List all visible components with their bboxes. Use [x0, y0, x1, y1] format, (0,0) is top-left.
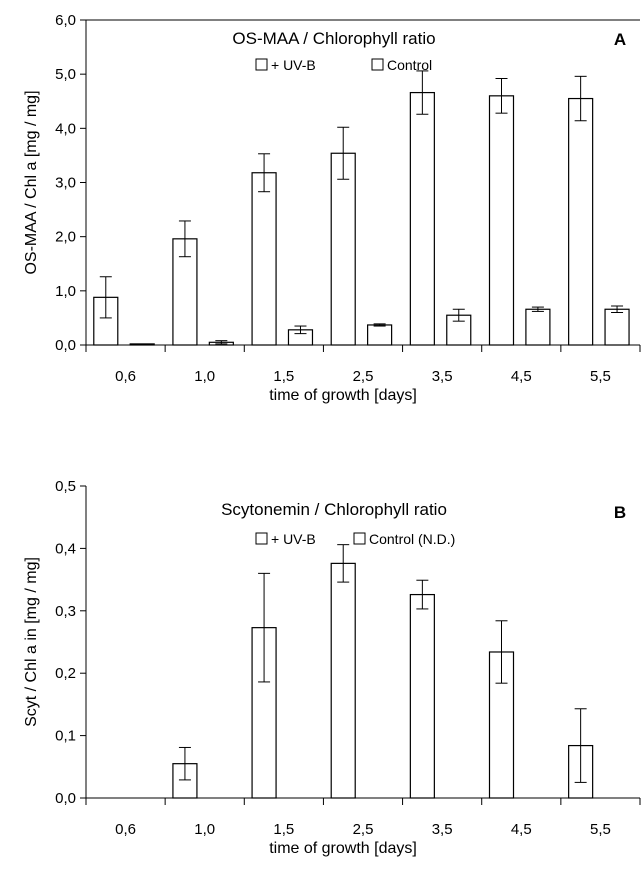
x-tick-label: 1,0 [194, 821, 215, 838]
legend-swatch [255, 58, 268, 71]
legend-label: Control [387, 57, 432, 73]
y-tick-label: 0,4 [55, 540, 76, 557]
bar-uvb [409, 593, 435, 799]
x-tick-label: 4,5 [511, 368, 532, 385]
bar-uvb [488, 95, 515, 346]
chart-panel-a: 0,0 1,0 2,0 3,0 4,0 5,0 6,0 0,6 1,0 1,5 2,5 3,5 4,5 5… [23, 12, 641, 404]
y-tick-label: 2,0 [55, 229, 76, 246]
x-tick-label: 3,5 [432, 368, 453, 385]
x-tick-label: 1,5 [273, 821, 294, 838]
x-tick-label: 5,5 [590, 368, 611, 385]
chart-title: OS-MAA / Chlorophyll ratio [232, 29, 435, 48]
x-tick-label: 3,5 [432, 821, 453, 838]
y-tick-label: 0,0 [55, 337, 76, 354]
x-tick-label: 4,5 [511, 821, 532, 838]
bar-control [525, 308, 551, 346]
y-axis-title: Scyt / Chl a in [mg / mg] [23, 557, 40, 727]
x-tick-label: 5,5 [590, 821, 611, 838]
bar-control [129, 343, 155, 346]
panel-letter: B [614, 503, 626, 522]
legend-label: + UV-B [271, 531, 316, 547]
x-tick-label: 2,5 [353, 821, 374, 838]
x-tick-label: 0,6 [115, 821, 136, 838]
bar-uvb [330, 562, 356, 799]
y-tick-label: 5,0 [55, 66, 76, 83]
y-tick-label: 0,0 [55, 790, 76, 807]
legend-swatch [371, 58, 384, 71]
legend-swatch [353, 532, 366, 545]
bar-uvb [568, 97, 594, 346]
x-tick-label: 1,5 [273, 368, 294, 385]
x-tick-label: 1,0 [194, 368, 215, 385]
x-tick-label: 2,5 [353, 368, 374, 385]
y-tick-label: 6,0 [55, 12, 76, 29]
bar-uvb [251, 172, 277, 346]
y-axis-title: OS-MAA / Chl a [mg / mg] [23, 90, 40, 274]
y-tick-label: 0,3 [55, 603, 76, 620]
chart-title: Scytonemin / Chlorophyll ratio [221, 500, 447, 519]
y-tick-label: 1,0 [55, 283, 76, 300]
legend-label: Control (N.D.) [369, 531, 455, 547]
bar-control [604, 308, 630, 346]
legend-label: + UV-B [271, 57, 316, 73]
bar-uvb [330, 152, 356, 346]
bar-control [367, 324, 393, 346]
panel-letter: A [614, 30, 626, 49]
legend-swatch [255, 532, 268, 545]
x-axis-title: time of growth [days] [269, 387, 417, 404]
y-tick-label: 3,0 [55, 175, 76, 192]
x-tick-label: 0,6 [115, 368, 136, 385]
y-tick-label: 0,2 [55, 665, 76, 682]
y-tick-label: 0,1 [55, 728, 76, 745]
x-axis-title: time of growth [days] [269, 840, 417, 857]
bar-uvb [409, 91, 435, 346]
y-tick-label: 0,5 [55, 478, 76, 495]
chart-panel-b: 0,0 0,1 0,2 0,3 0,4 0,5 0,6 1,0 1,5 2,5 3,5 4,5 5,5 t… [23, 478, 641, 857]
y-tick-label: 4,0 [55, 120, 76, 137]
